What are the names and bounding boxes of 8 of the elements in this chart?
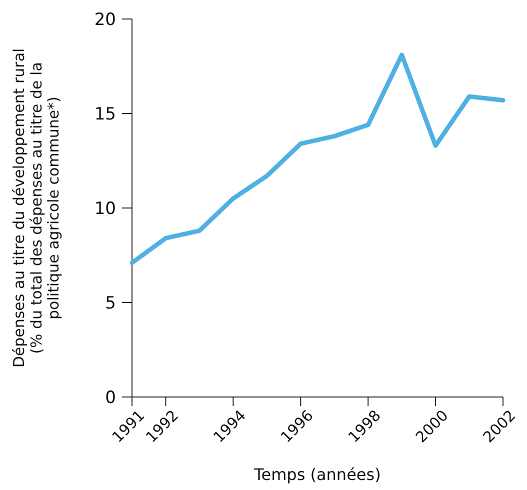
y-axis-title: Dépenses au titre du développement rural (% du total des dépenses au titre de la politique agricole commune*) xyxy=(10,48,62,368)
line-series xyxy=(130,52,506,266)
y-tick-label: 15 xyxy=(94,104,116,124)
x-axis-title: Temps (années) xyxy=(253,465,381,484)
y-tick-label: 5 xyxy=(105,293,116,314)
y-tick-label: 20 xyxy=(94,10,116,30)
y-tick-label: 0 xyxy=(105,388,116,408)
y-tick-label: 10 xyxy=(94,198,116,219)
